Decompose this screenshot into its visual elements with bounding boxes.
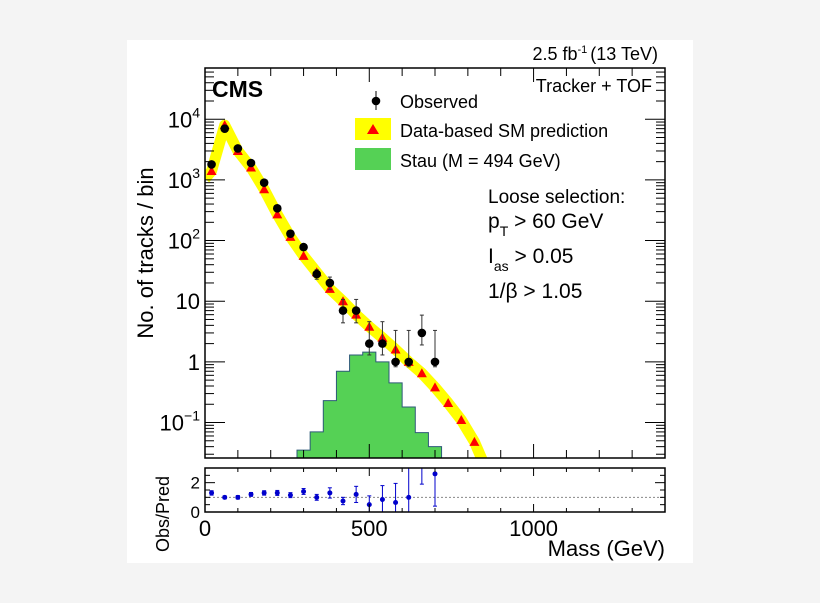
legend-stau-swatch	[355, 148, 391, 170]
pt-cut: > 60 GeV	[508, 210, 603, 233]
prediction-marker	[430, 382, 440, 392]
prediction-marker	[443, 397, 454, 407]
lumi-exponent: -1	[578, 44, 588, 56]
legend-label: Data-based SM prediction	[400, 121, 608, 141]
y-tick-base: 10	[168, 168, 192, 193]
legend-label: Stau (M = 494 GeV)	[400, 151, 561, 171]
ratio-panel: 0 2 0 500 1000 Obs/Pred Mass (GeV)	[153, 467, 666, 561]
x-tick-label: 500	[351, 516, 388, 541]
y-tick-base: 10	[168, 107, 192, 132]
legend-triangle-marker	[367, 124, 379, 134]
ratio-point	[393, 499, 399, 505]
observed-point	[299, 242, 308, 252]
stau-signal-histogram	[296, 351, 443, 458]
observed-point	[338, 306, 348, 315]
ratio-point	[301, 488, 307, 494]
pt-subscript: T	[500, 223, 509, 239]
analysis-label: Tracker + TOF	[536, 76, 652, 96]
legend-observed-marker	[371, 96, 381, 106]
x-tick-label: 1000	[509, 516, 558, 541]
observed-point	[364, 339, 374, 348]
ratio-point	[353, 491, 359, 497]
y-tick-exponent: 2	[192, 226, 200, 242]
ratio-point	[287, 492, 293, 498]
observed-point	[312, 269, 322, 279]
ratio-point	[327, 490, 333, 496]
ratio-point	[248, 491, 254, 497]
y-tick-exponent: 4	[192, 104, 200, 120]
observed-point	[259, 178, 269, 187]
ratio-plot-area	[205, 468, 665, 512]
selection-pt: pT > 60 GeV	[488, 210, 603, 239]
ias-subscript: as	[494, 258, 509, 274]
y-tick-label: 103	[168, 165, 200, 193]
plot-area	[205, 119, 488, 458]
selection-ias: Ias > 0.05	[488, 245, 573, 274]
y-tick-base: 10	[160, 411, 184, 436]
lumi-value: 2.5 fb	[532, 44, 577, 64]
prediction-marker	[259, 184, 270, 194]
selection-beta: 1/β > 1.05	[488, 280, 582, 303]
y-tick-exponent: 3	[192, 165, 200, 181]
ratio-y-tick-label: 0	[191, 503, 200, 522]
cms-label: CMS	[212, 76, 263, 102]
y-tick-exponent: −1	[184, 408, 200, 424]
prediction-marker	[206, 166, 217, 176]
observed-point	[286, 229, 295, 238]
y-tick-label: 102	[168, 226, 200, 254]
ratio-point	[261, 490, 267, 496]
y-axis-label: No. of tracks / bin	[133, 167, 158, 338]
ratio-point	[340, 498, 346, 504]
y-tick-label: 10	[176, 289, 200, 314]
observed-point	[378, 339, 387, 348]
ratio-y-axis-label: Obs/Pred	[153, 476, 173, 552]
observed-point	[246, 158, 256, 168]
prediction-marker	[298, 250, 309, 260]
ratio-point	[209, 490, 215, 496]
energy-label: (13 TeV)	[590, 44, 658, 64]
observed-point	[430, 357, 440, 367]
observed-point	[351, 306, 361, 315]
legend-label: Observed	[400, 92, 478, 112]
y-tick-label: 104	[168, 104, 200, 132]
ias-symbol: I	[488, 245, 494, 268]
figure: 104 103 102 10 1 10−1 No. of tracks / bin 2.5 f…	[127, 40, 693, 563]
x-axis-label: Mass (GeV)	[548, 536, 665, 561]
ratio-point	[406, 494, 412, 500]
prediction-marker	[416, 368, 427, 378]
observed-point	[207, 160, 216, 169]
observed-point	[220, 124, 230, 133]
ratio-point	[222, 494, 228, 500]
prediction-marker	[272, 209, 283, 219]
pt-symbol: p	[488, 210, 500, 233]
x-tick-label: 0	[199, 516, 211, 541]
lumi-label: 2.5 fb-1 (13 TeV)	[532, 44, 658, 64]
ratio-point	[432, 471, 438, 477]
observed-point	[404, 357, 414, 367]
ratio-point	[274, 490, 280, 496]
observed-point	[391, 357, 400, 367]
y-tick-base: 1	[188, 350, 200, 375]
ratio-point	[235, 494, 241, 500]
ratio-point	[379, 497, 385, 503]
prediction-marker	[469, 436, 480, 446]
ratio-y-tick-label: 2	[191, 474, 200, 493]
y-tick-label: 1	[188, 350, 200, 375]
observed-point	[233, 144, 243, 153]
observed-point	[272, 204, 282, 213]
observed-point	[325, 278, 335, 288]
ratio-point	[314, 494, 320, 500]
y-tick-base: 10	[168, 229, 192, 254]
y-tick-label: 10−1	[160, 408, 201, 436]
y-tick-base: 10	[176, 289, 200, 314]
ias-cut: > 0.05	[509, 245, 574, 268]
prediction-marker	[456, 415, 467, 425]
selection-title: Loose selection:	[488, 187, 625, 208]
observed-point	[417, 328, 427, 338]
